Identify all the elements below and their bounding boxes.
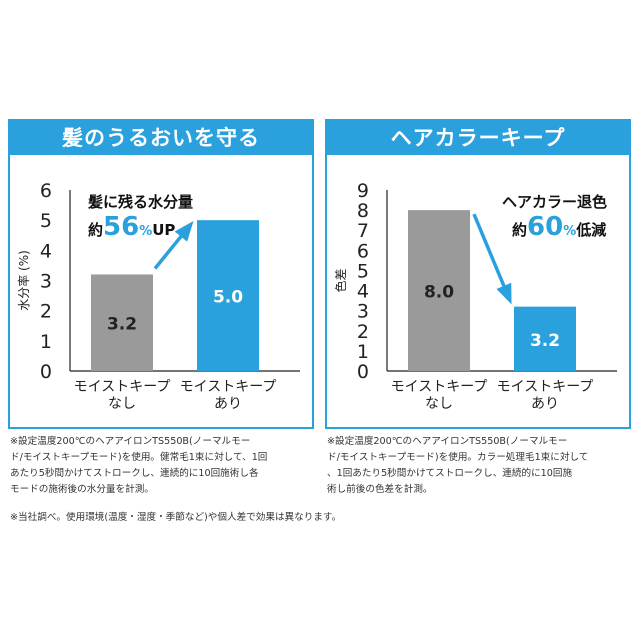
y-tick-label: 3 [40,271,52,293]
bar [91,274,153,371]
trend-arrow-head [174,221,194,242]
y-tick-label: 4 [40,240,52,262]
annotation-value: 約60%低減 [512,212,606,242]
chart-panel-color-keep: ヘアカラーキープ 0 1 2 3 4 5 6 7 8 9 色差 8.0 3.2 モイストキープ なし モイスト… [325,119,631,429]
note-line: モードの施術後の水分量を計測。 [10,484,154,495]
y-tick-label: 8 [357,200,369,222]
x-tick-label: モイストキープ [497,379,594,395]
bar [408,210,470,371]
y-tick-label: 6 [357,240,369,262]
chart-title: 髪のうるおいを守る [10,121,312,155]
color-diff-chart: 0123456789色差8.03.2モイストキープなしモイストキープありヘアカラ… [334,180,617,412]
y-tick-label: 6 [40,180,52,202]
annotation-label: ヘアカラー退色 [502,193,607,211]
bar-value-label: 3.2 [107,315,137,335]
y-tick-label: 0 [357,361,369,383]
y-axis-label: 水分率 (%) [16,250,31,311]
y-tick-label: 1 [357,341,369,363]
x-tick-label: モイストキープ [74,379,171,395]
note-line: 、1回あたり5秒間かけてストロークし、連続的に10回施 [327,468,573,479]
bar-value-label: 8.0 [424,283,454,303]
x-tick-label: なし [108,396,136,412]
bar [514,306,576,371]
x-tick-label: モイストキープ [391,379,488,395]
footnote-left: ※設定温度200℃のヘアアイロンTS550B(ノーマルモー ド/モイストキープモ… [10,434,310,498]
annotation-label: 髪に残る水分量 [87,193,193,211]
y-tick-label: 2 [40,301,52,323]
chart-panel-moisture: 髪のうるおいを守る 0 1 2 3 4 5 6 水分率 (%) 3.2 5.0 モイストキープ なしモ… [8,119,314,429]
footnote-right: ※設定温度200℃のヘアアイロンTS550B(ノーマルモー ド/モイストキープモ… [327,434,627,498]
note-line: 術し前後の色差を計測。 [327,484,433,495]
bar-value-label: 3.2 [530,331,560,351]
note-line: ※設定温度200℃のヘアアイロンTS550B(ノーマルモー [10,436,251,447]
note-line: ド/モイストキープモード)を使用。カラー処理毛1束に対して [327,452,589,463]
trend-arrow-head [496,282,512,305]
annotation-value: 約56%UP [88,212,175,242]
y-tick-label: 3 [357,301,369,323]
y-tick-label: 5 [357,260,369,282]
x-tick-label: モイストキープ [180,379,277,395]
y-axis-label: 色差 [334,268,348,292]
y-tick-label: 5 [40,210,52,232]
note-line: ド/モイストキープモード)を使用。健常毛1束に対して、1回 [10,452,268,463]
y-tick-label: 9 [357,180,369,202]
x-tick-label: なし [425,396,453,412]
y-tick-label: 7 [357,220,369,242]
y-tick-label: 2 [357,321,369,343]
y-tick-label: 0 [40,361,52,383]
bar-value-label: 5.0 [213,288,243,308]
bar [197,220,259,371]
note-line: あたり5秒間かけてストロークし、連続的に10回施術し各 [10,468,259,479]
note-line: ※設定温度200℃のヘアアイロンTS550B(ノーマルモー [327,436,568,447]
chart-title: ヘアカラーキープ [327,121,629,155]
x-tick-label: あり [531,396,559,412]
y-tick-label: 1 [40,331,52,353]
footnote-bottom: ※当社調べ。使用環境(温度・湿度・季節など)や個人差で効果は異なります。 [10,512,342,523]
x-tick-label: あり [214,396,242,412]
y-tick-label: 4 [357,281,369,303]
